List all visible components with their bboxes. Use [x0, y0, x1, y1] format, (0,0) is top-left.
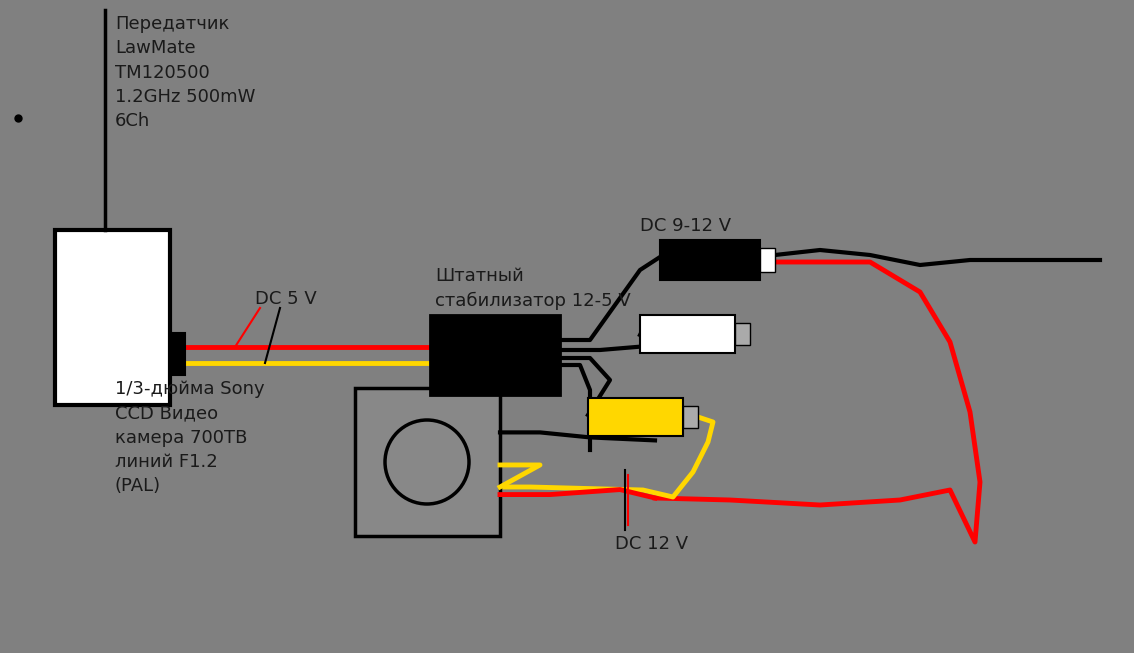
Bar	[355, 388, 500, 536]
Bar	[683, 406, 699, 428]
Bar	[56, 230, 170, 405]
Text: Передатчик
LawMate
TM120500
1.2GHz 500mW
6Ch: Передатчик LawMate TM120500 1.2GHz 500mW…	[115, 15, 255, 130]
Text: DC 5 V: DC 5 V	[255, 290, 316, 308]
Bar	[589, 398, 683, 436]
Bar	[430, 315, 560, 395]
Bar	[640, 315, 735, 353]
Bar	[660, 240, 760, 280]
Text: DC 9-12 V: DC 9-12 V	[640, 217, 731, 235]
Bar	[170, 333, 185, 375]
Text: 1/3-дюйма Sony
CCD Видео
камера 700ТВ
линий F1.2
(PAL): 1/3-дюйма Sony CCD Видео камера 700ТВ ли…	[115, 380, 264, 495]
Text: DC 12 V: DC 12 V	[615, 535, 688, 553]
Bar	[735, 323, 750, 345]
Text: Штатный
стабилизатор 12-5 V: Штатный стабилизатор 12-5 V	[435, 266, 631, 310]
Bar	[760, 248, 775, 272]
